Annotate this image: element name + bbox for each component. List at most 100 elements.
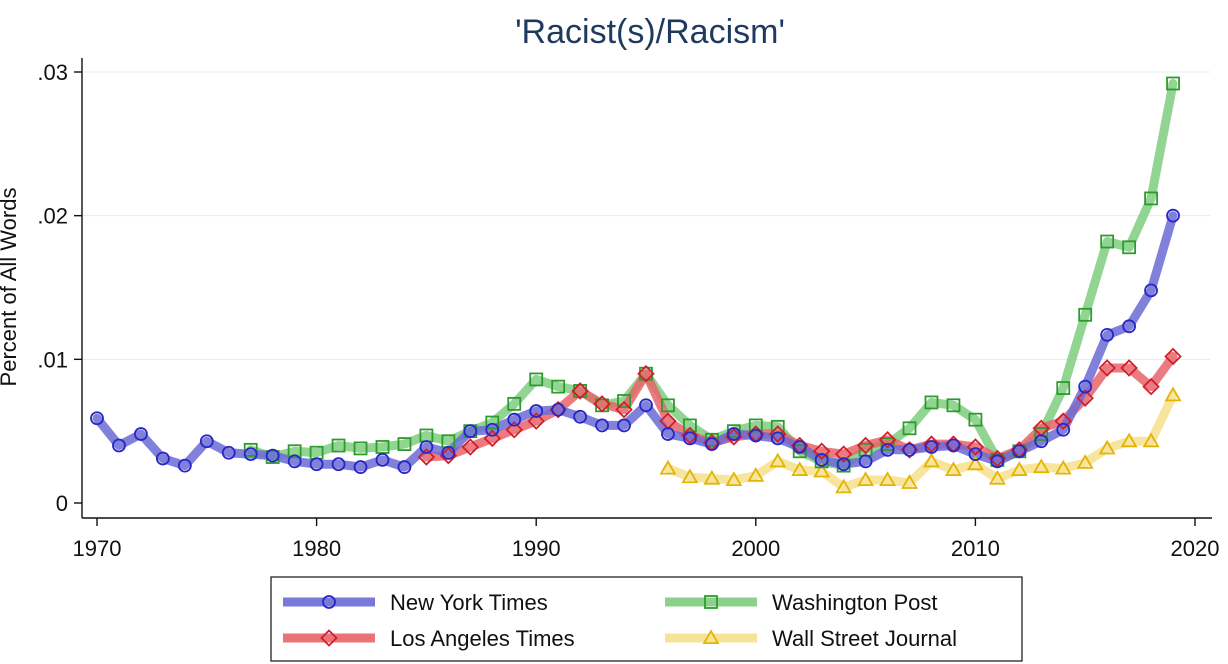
data-point-washington-post bbox=[1122, 240, 1137, 255]
data-point-new-york-times bbox=[1034, 434, 1049, 449]
data-point-new-york-times bbox=[1100, 328, 1115, 342]
data-point-wall-street-journal bbox=[923, 452, 940, 468]
tick-labels: 0 .01 .02 .03 1970 1980 1990 2000 2010 2020 bbox=[37, 60, 1219, 561]
data-point-los-angeles-times bbox=[988, 449, 1007, 468]
data-point-new-york-times bbox=[814, 452, 829, 467]
data-point-washington-post bbox=[529, 372, 544, 387]
data-point-los-angeles-times bbox=[1142, 377, 1160, 396]
gridlines bbox=[82, 71, 1210, 360]
legend-marker bbox=[702, 629, 720, 644]
data-point-wall-street-journal bbox=[725, 471, 743, 487]
data-point-washington-post bbox=[792, 444, 807, 459]
data-point-new-york-times bbox=[968, 447, 983, 462]
data-point-washington-post bbox=[243, 442, 258, 457]
data-point-los-angeles-times bbox=[461, 438, 480, 456]
data-point-new-york-times bbox=[375, 452, 390, 467]
data-point-los-angeles-times bbox=[505, 420, 524, 439]
data-point-los-angeles-times bbox=[922, 435, 941, 453]
data-point-los-angeles-times bbox=[615, 400, 633, 419]
data-point-wall-street-journal bbox=[813, 462, 831, 478]
y-tick-label: .03 bbox=[37, 60, 68, 85]
data-point-washington-post bbox=[1078, 307, 1093, 322]
chart-title: 'Racist(s)/Racism' bbox=[515, 13, 785, 51]
data-point-new-york-times bbox=[836, 457, 851, 472]
legend-item-new-york-times: New York Times bbox=[283, 590, 548, 615]
data-point-los-angeles-times bbox=[439, 446, 458, 465]
legend-item-washington-post: Washington Post bbox=[665, 590, 938, 615]
data-point-washington-post bbox=[551, 379, 566, 394]
data-point-new-york-times bbox=[134, 427, 148, 441]
data-point-los-angeles-times bbox=[725, 428, 743, 446]
data-point-new-york-times bbox=[770, 431, 785, 446]
data-point-washington-post bbox=[1056, 381, 1071, 395]
data-point-new-york-times bbox=[441, 445, 456, 460]
legend: New York Times Washington Post Los Angeles… bbox=[270, 576, 1023, 662]
data-point-new-york-times bbox=[155, 451, 170, 466]
data-point-new-york-times bbox=[265, 448, 280, 463]
data-point-washington-post bbox=[1100, 234, 1115, 249]
data-point-wall-street-journal bbox=[1120, 432, 1138, 448]
data-point-los-angeles-times bbox=[812, 442, 831, 461]
data-point-wall-street-journal bbox=[1164, 386, 1182, 402]
legend-item-los-angeles-times: Los Angeles Times bbox=[283, 626, 575, 651]
data-point-wall-street-journal bbox=[857, 471, 875, 487]
data-point-new-york-times bbox=[463, 424, 478, 439]
data-point-new-york-times bbox=[1144, 283, 1158, 298]
data-point-washington-post bbox=[375, 440, 390, 454]
legend-box bbox=[270, 576, 1023, 662]
data-point-new-york-times bbox=[243, 447, 258, 462]
data-point-new-york-times bbox=[1166, 208, 1180, 223]
legend-label: Washington Post bbox=[772, 590, 938, 615]
data-point-los-angeles-times bbox=[483, 429, 502, 448]
data-point-new-york-times bbox=[661, 427, 675, 441]
data-point-washington-post bbox=[683, 418, 697, 433]
data-point-washington-post bbox=[924, 395, 939, 410]
data-point-new-york-times bbox=[683, 431, 697, 446]
data-point-new-york-times bbox=[419, 440, 434, 454]
x-tick-label: 2020 bbox=[1171, 536, 1220, 561]
data-point-wall-street-journal bbox=[879, 471, 897, 487]
data-point-washington-post bbox=[748, 418, 763, 433]
legend-item-wall-street-journal: Wall Street Journal bbox=[665, 626, 957, 651]
data-point-washington-post bbox=[639, 366, 653, 381]
data-points bbox=[90, 76, 1182, 494]
legend-label: New York Times bbox=[390, 590, 548, 615]
x-tick-label: 1970 bbox=[73, 536, 122, 561]
data-point-los-angeles-times bbox=[593, 395, 611, 413]
data-point-wall-street-journal bbox=[1054, 459, 1072, 475]
data-point-new-york-times bbox=[507, 412, 522, 427]
y-tick-label: .01 bbox=[37, 347, 68, 372]
data-point-new-york-times bbox=[573, 409, 588, 424]
data-point-new-york-times bbox=[946, 438, 961, 453]
data-point-new-york-times bbox=[529, 404, 544, 418]
data-point-washington-post bbox=[880, 437, 895, 451]
legend-marker bbox=[322, 595, 336, 609]
data-point-los-angeles-times bbox=[571, 382, 589, 400]
data-point-washington-post bbox=[661, 398, 675, 413]
data-point-new-york-times bbox=[990, 454, 1005, 469]
data-point-new-york-times bbox=[353, 460, 368, 474]
data-point-los-angeles-times bbox=[527, 412, 545, 430]
data-point-new-york-times bbox=[1056, 422, 1071, 437]
data-point-wall-street-journal bbox=[901, 474, 918, 489]
data-point-wall-street-journal bbox=[1142, 432, 1160, 448]
legend-marker bbox=[704, 595, 718, 609]
data-point-los-angeles-times bbox=[966, 438, 985, 456]
data-point-wall-street-journal bbox=[659, 459, 677, 475]
data-point-new-york-times bbox=[177, 458, 192, 473]
data-point-washington-post bbox=[485, 415, 500, 430]
data-point-wall-street-journal bbox=[791, 461, 809, 476]
axes bbox=[74, 58, 1212, 526]
data-point-new-york-times bbox=[639, 398, 653, 413]
data-point-new-york-times bbox=[485, 422, 500, 437]
data-point-los-angeles-times bbox=[768, 425, 787, 443]
data-point-new-york-times bbox=[792, 440, 807, 454]
data-point-new-york-times bbox=[704, 437, 719, 451]
data-point-los-angeles-times bbox=[878, 431, 897, 449]
data-point-new-york-times bbox=[617, 418, 631, 433]
data-point-los-angeles-times bbox=[856, 436, 875, 455]
data-point-wall-street-journal bbox=[988, 469, 1006, 485]
data-point-wall-street-journal bbox=[835, 478, 853, 494]
y-tick-label: 0 bbox=[56, 491, 68, 516]
